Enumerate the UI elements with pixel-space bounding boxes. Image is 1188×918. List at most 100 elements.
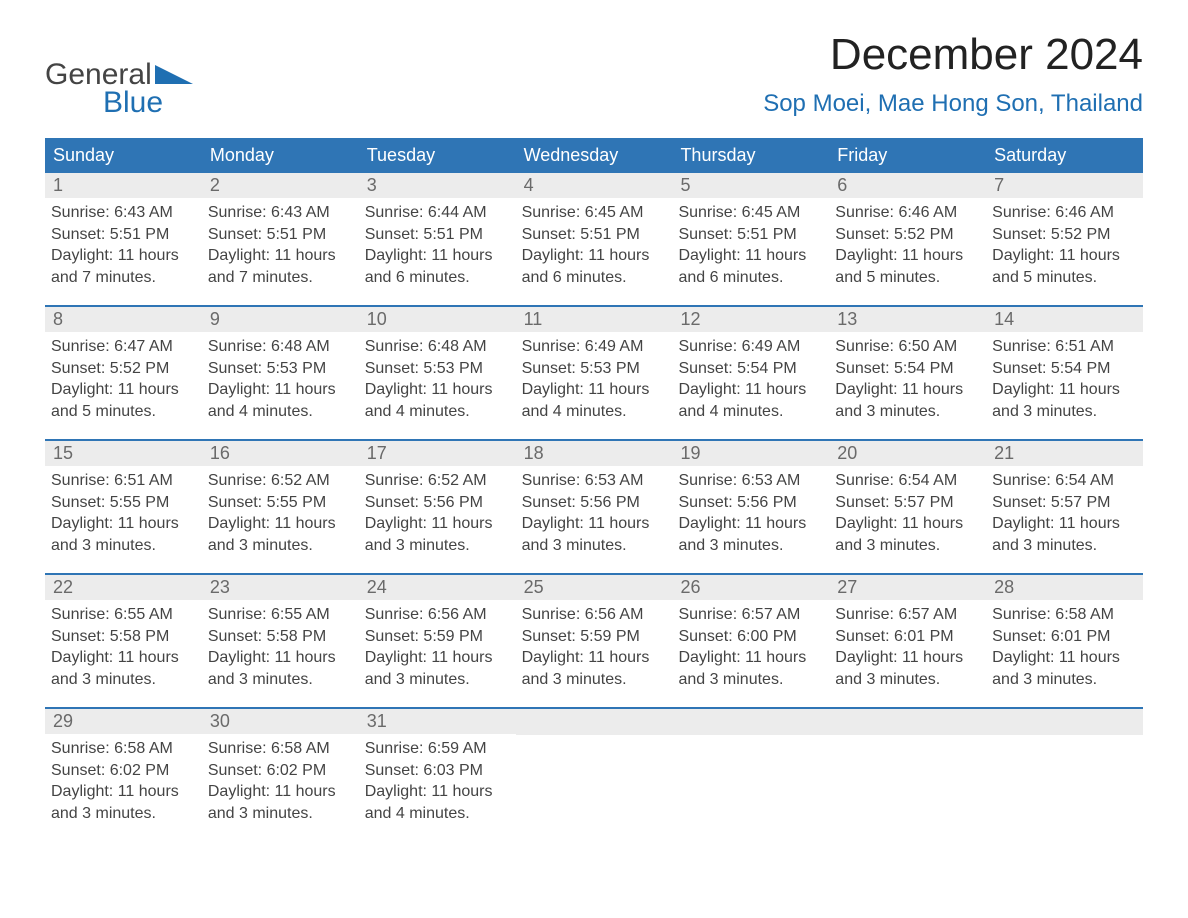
day-number: 14 bbox=[986, 307, 1143, 332]
day-body: Sunrise: 6:53 AMSunset: 5:56 PMDaylight:… bbox=[516, 466, 673, 558]
day-number: 6 bbox=[829, 173, 986, 198]
week-row: 8Sunrise: 6:47 AMSunset: 5:52 PMDaylight… bbox=[45, 305, 1143, 425]
day-number: 4 bbox=[516, 173, 673, 198]
day-number: 13 bbox=[829, 307, 986, 332]
day-number bbox=[829, 709, 986, 735]
day-number: 3 bbox=[359, 173, 516, 198]
day-header: Thursday bbox=[672, 138, 829, 173]
day-cell: 11Sunrise: 6:49 AMSunset: 5:53 PMDayligh… bbox=[516, 307, 673, 425]
day-body: Sunrise: 6:43 AMSunset: 5:51 PMDaylight:… bbox=[202, 198, 359, 290]
day-body: Sunrise: 6:51 AMSunset: 5:55 PMDaylight:… bbox=[45, 466, 202, 558]
day-body: Sunrise: 6:52 AMSunset: 5:56 PMDaylight:… bbox=[359, 466, 516, 558]
day-cell: 30Sunrise: 6:58 AMSunset: 6:02 PMDayligh… bbox=[202, 709, 359, 827]
day-number: 12 bbox=[672, 307, 829, 332]
weeks-container: 1Sunrise: 6:43 AMSunset: 5:51 PMDaylight… bbox=[45, 173, 1143, 827]
day-number: 30 bbox=[202, 709, 359, 734]
title-block: December 2024 Sop Moei, Mae Hong Son, Th… bbox=[763, 30, 1143, 118]
day-number: 1 bbox=[45, 173, 202, 198]
month-title: December 2024 bbox=[763, 30, 1143, 80]
day-number: 19 bbox=[672, 441, 829, 466]
day-body: Sunrise: 6:47 AMSunset: 5:52 PMDaylight:… bbox=[45, 332, 202, 424]
day-number: 11 bbox=[516, 307, 673, 332]
day-cell: 25Sunrise: 6:56 AMSunset: 5:59 PMDayligh… bbox=[516, 575, 673, 693]
day-body: Sunrise: 6:43 AMSunset: 5:51 PMDaylight:… bbox=[45, 198, 202, 290]
day-body: Sunrise: 6:45 AMSunset: 5:51 PMDaylight:… bbox=[516, 198, 673, 290]
day-cell: 20Sunrise: 6:54 AMSunset: 5:57 PMDayligh… bbox=[829, 441, 986, 559]
day-body: Sunrise: 6:44 AMSunset: 5:51 PMDaylight:… bbox=[359, 198, 516, 290]
day-body: Sunrise: 6:52 AMSunset: 5:55 PMDaylight:… bbox=[202, 466, 359, 558]
day-cell: 18Sunrise: 6:53 AMSunset: 5:56 PMDayligh… bbox=[516, 441, 673, 559]
day-cell: 13Sunrise: 6:50 AMSunset: 5:54 PMDayligh… bbox=[829, 307, 986, 425]
day-cell bbox=[829, 709, 986, 827]
day-cell bbox=[516, 709, 673, 827]
day-number: 27 bbox=[829, 575, 986, 600]
day-cell: 24Sunrise: 6:56 AMSunset: 5:59 PMDayligh… bbox=[359, 575, 516, 693]
day-number: 5 bbox=[672, 173, 829, 198]
day-body: Sunrise: 6:46 AMSunset: 5:52 PMDaylight:… bbox=[829, 198, 986, 290]
day-cell bbox=[672, 709, 829, 827]
day-body: Sunrise: 6:48 AMSunset: 5:53 PMDaylight:… bbox=[359, 332, 516, 424]
week-row: 29Sunrise: 6:58 AMSunset: 6:02 PMDayligh… bbox=[45, 707, 1143, 827]
week-row: 22Sunrise: 6:55 AMSunset: 5:58 PMDayligh… bbox=[45, 573, 1143, 693]
day-number: 22 bbox=[45, 575, 202, 600]
day-number: 2 bbox=[202, 173, 359, 198]
day-number: 26 bbox=[672, 575, 829, 600]
day-body: Sunrise: 6:45 AMSunset: 5:51 PMDaylight:… bbox=[672, 198, 829, 290]
day-cell: 2Sunrise: 6:43 AMSunset: 5:51 PMDaylight… bbox=[202, 173, 359, 291]
day-body: Sunrise: 6:54 AMSunset: 5:57 PMDaylight:… bbox=[829, 466, 986, 558]
day-number: 25 bbox=[516, 575, 673, 600]
day-header: Monday bbox=[202, 138, 359, 173]
day-body: Sunrise: 6:49 AMSunset: 5:54 PMDaylight:… bbox=[672, 332, 829, 424]
day-number bbox=[516, 709, 673, 735]
day-number: 16 bbox=[202, 441, 359, 466]
day-cell: 4Sunrise: 6:45 AMSunset: 5:51 PMDaylight… bbox=[516, 173, 673, 291]
day-cell: 22Sunrise: 6:55 AMSunset: 5:58 PMDayligh… bbox=[45, 575, 202, 693]
day-cell: 7Sunrise: 6:46 AMSunset: 5:52 PMDaylight… bbox=[986, 173, 1143, 291]
day-number: 10 bbox=[359, 307, 516, 332]
day-body: Sunrise: 6:57 AMSunset: 6:01 PMDaylight:… bbox=[829, 600, 986, 692]
logo-text-blue: Blue bbox=[103, 86, 193, 120]
day-number: 28 bbox=[986, 575, 1143, 600]
location: Sop Moei, Mae Hong Son, Thailand bbox=[763, 90, 1143, 118]
day-cell: 6Sunrise: 6:46 AMSunset: 5:52 PMDaylight… bbox=[829, 173, 986, 291]
day-body: Sunrise: 6:58 AMSunset: 6:02 PMDaylight:… bbox=[202, 734, 359, 826]
day-cell: 27Sunrise: 6:57 AMSunset: 6:01 PMDayligh… bbox=[829, 575, 986, 693]
day-cell: 3Sunrise: 6:44 AMSunset: 5:51 PMDaylight… bbox=[359, 173, 516, 291]
day-body: Sunrise: 6:54 AMSunset: 5:57 PMDaylight:… bbox=[986, 466, 1143, 558]
day-body: Sunrise: 6:57 AMSunset: 6:00 PMDaylight:… bbox=[672, 600, 829, 692]
day-body: Sunrise: 6:55 AMSunset: 5:58 PMDaylight:… bbox=[202, 600, 359, 692]
day-cell: 23Sunrise: 6:55 AMSunset: 5:58 PMDayligh… bbox=[202, 575, 359, 693]
day-cell: 14Sunrise: 6:51 AMSunset: 5:54 PMDayligh… bbox=[986, 307, 1143, 425]
day-header: Friday bbox=[829, 138, 986, 173]
day-header: Tuesday bbox=[359, 138, 516, 173]
day-cell: 16Sunrise: 6:52 AMSunset: 5:55 PMDayligh… bbox=[202, 441, 359, 559]
day-number: 9 bbox=[202, 307, 359, 332]
day-cell: 26Sunrise: 6:57 AMSunset: 6:00 PMDayligh… bbox=[672, 575, 829, 693]
day-number: 29 bbox=[45, 709, 202, 734]
day-cell bbox=[986, 709, 1143, 827]
day-cell: 15Sunrise: 6:51 AMSunset: 5:55 PMDayligh… bbox=[45, 441, 202, 559]
day-cell: 29Sunrise: 6:58 AMSunset: 6:02 PMDayligh… bbox=[45, 709, 202, 827]
day-body: Sunrise: 6:46 AMSunset: 5:52 PMDaylight:… bbox=[986, 198, 1143, 290]
day-body: Sunrise: 6:55 AMSunset: 5:58 PMDaylight:… bbox=[45, 600, 202, 692]
day-body: Sunrise: 6:48 AMSunset: 5:53 PMDaylight:… bbox=[202, 332, 359, 424]
day-cell: 10Sunrise: 6:48 AMSunset: 5:53 PMDayligh… bbox=[359, 307, 516, 425]
day-header: Wednesday bbox=[516, 138, 673, 173]
day-cell: 31Sunrise: 6:59 AMSunset: 6:03 PMDayligh… bbox=[359, 709, 516, 827]
day-cell: 8Sunrise: 6:47 AMSunset: 5:52 PMDaylight… bbox=[45, 307, 202, 425]
day-body: Sunrise: 6:50 AMSunset: 5:54 PMDaylight:… bbox=[829, 332, 986, 424]
day-cell: 9Sunrise: 6:48 AMSunset: 5:53 PMDaylight… bbox=[202, 307, 359, 425]
day-body: Sunrise: 6:58 AMSunset: 6:02 PMDaylight:… bbox=[45, 734, 202, 826]
day-cell: 19Sunrise: 6:53 AMSunset: 5:56 PMDayligh… bbox=[672, 441, 829, 559]
day-cell: 17Sunrise: 6:52 AMSunset: 5:56 PMDayligh… bbox=[359, 441, 516, 559]
header: General Blue December 2024 Sop Moei, Mae… bbox=[45, 30, 1143, 120]
day-number: 8 bbox=[45, 307, 202, 332]
day-number: 7 bbox=[986, 173, 1143, 198]
day-number: 20 bbox=[829, 441, 986, 466]
day-cell: 12Sunrise: 6:49 AMSunset: 5:54 PMDayligh… bbox=[672, 307, 829, 425]
day-number: 18 bbox=[516, 441, 673, 466]
day-number bbox=[672, 709, 829, 735]
day-body: Sunrise: 6:49 AMSunset: 5:53 PMDaylight:… bbox=[516, 332, 673, 424]
day-number: 21 bbox=[986, 441, 1143, 466]
day-body: Sunrise: 6:58 AMSunset: 6:01 PMDaylight:… bbox=[986, 600, 1143, 692]
